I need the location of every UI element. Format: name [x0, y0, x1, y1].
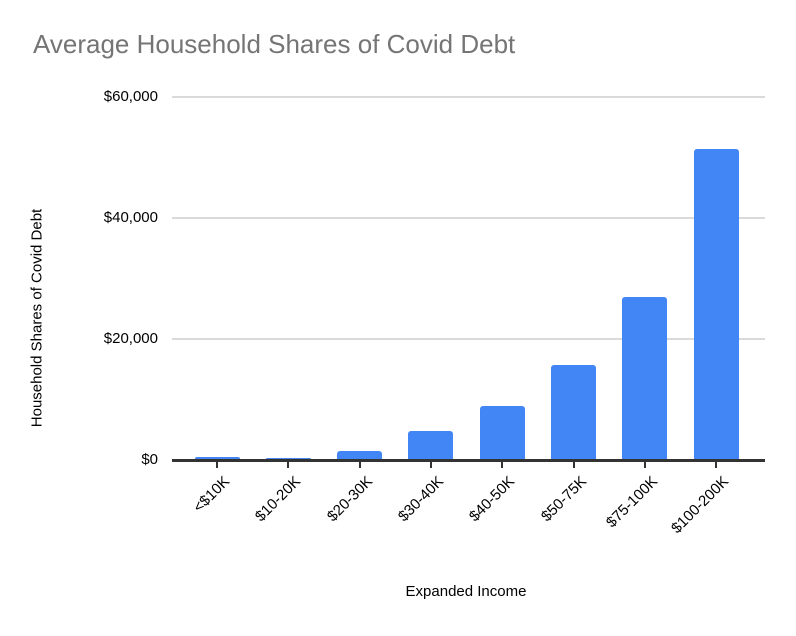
- bar: [551, 364, 596, 459]
- tick-mark: [358, 461, 361, 468]
- bar: [265, 458, 311, 459]
- x-tick-label: $50-75K: [537, 473, 590, 526]
- bar: [479, 406, 525, 459]
- tick-mark: [501, 461, 504, 468]
- x-axis-title: Expanded Income: [405, 583, 527, 600]
- x-tick-label: $100-200K: [668, 473, 733, 537]
- x-tick-label: $20-30K: [323, 473, 376, 526]
- y-tick-label: $60,000: [103, 88, 158, 105]
- y-tick-label: $0: [141, 451, 158, 468]
- chart-title: Average Household Shares of Covid Debt: [33, 29, 516, 59]
- gridline: [172, 338, 765, 340]
- bar: [622, 297, 668, 459]
- x-tick-label: <$10K: [190, 473, 234, 516]
- y-tick-label: $40,000: [103, 209, 158, 226]
- tick-mark: [429, 461, 432, 468]
- x-tick-label: $10-20K: [252, 473, 305, 526]
- gridline: [172, 217, 765, 219]
- x-tick-label: $40-50K: [466, 473, 519, 526]
- x-tick-label: $75-100K: [602, 473, 661, 532]
- tick-mark: [287, 461, 290, 468]
- bar: [693, 149, 739, 459]
- x-axis-line: [172, 459, 765, 462]
- gridline: [172, 96, 765, 98]
- y-axis-title: Household Shares of Covid Debt: [28, 208, 46, 428]
- y-tick-label: $20,000: [103, 330, 158, 347]
- bar: [408, 431, 454, 459]
- x-tick-label: $30-40K: [394, 473, 447, 526]
- tick-mark: [216, 461, 218, 468]
- tick-mark: [643, 461, 646, 468]
- bar: [194, 457, 240, 459]
- bar: [337, 450, 383, 459]
- tick-mark: [715, 461, 718, 468]
- tick-mark: [572, 461, 575, 468]
